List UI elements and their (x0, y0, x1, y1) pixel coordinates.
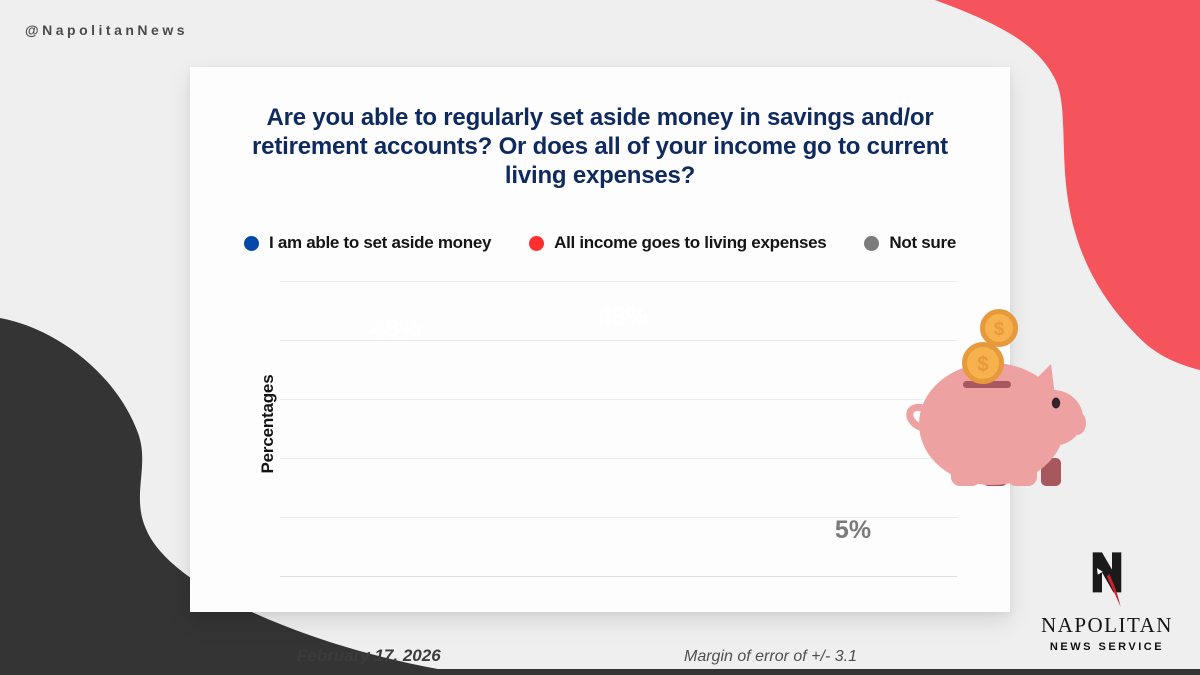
chart-legend: I am able to set aside money All income … (190, 233, 1010, 253)
legend-dot-gray-icon (864, 235, 880, 251)
bar-not-sure: 5% (751, 516, 955, 577)
napolitan-logo: NAPOLITAN NEWS SERVICE (1032, 551, 1182, 653)
logo-tagline: NEWS SERVICE (1049, 641, 1165, 653)
dollar-coin-icon: $ (980, 309, 1018, 347)
pig-head (1023, 390, 1083, 446)
bar-chart-plot-area: 46% 48% 5% (280, 281, 957, 577)
legend-item-not-sure: Not sure (864, 233, 956, 253)
logo-name: NAPOLITAN (1041, 613, 1173, 637)
pig-snout (1068, 411, 1086, 435)
y-axis-label: Percentages (258, 374, 277, 474)
legend-item-set-aside: I am able to set aside money (244, 233, 491, 253)
bar-set-aside-money: 46% (293, 305, 500, 577)
bar-living-expenses: 48% (521, 293, 725, 577)
coin-slot (963, 381, 1011, 388)
legend-dot-red-icon (529, 235, 545, 251)
piggy-bank-icon: $ $ (906, 309, 1086, 486)
legend-label: I am able to set aside money (269, 233, 492, 252)
red-blob-shape (935, 0, 1200, 370)
dark-bottom-strip (0, 669, 1200, 675)
napolitan-n-eagle-icon (1092, 552, 1122, 607)
bar-value-label: 5% (834, 516, 872, 544)
chart-card: Are you able to regularly set aside mone… (190, 67, 1010, 612)
publish-date: February 17, 2026 (297, 646, 441, 665)
legend-dot-blue-icon (244, 235, 259, 251)
pig-body (919, 363, 1065, 485)
margin-of-error: Margin of error of +/- 3.1 (684, 648, 857, 665)
bar-value-label: 48% (597, 303, 649, 331)
legend-label: All income goes to living expenses (554, 233, 827, 252)
chart-title: Are you able to regularly set aside mone… (252, 104, 948, 189)
svg-text:$: $ (977, 353, 989, 376)
legend-item-living-expenses: All income goes to living expenses (529, 233, 827, 253)
bar-value-label: 46% (371, 315, 422, 343)
svg-text:$: $ (994, 319, 1005, 340)
dark-blob-shape (0, 318, 475, 675)
dollar-coin-icon: $ (962, 342, 1004, 384)
pig-ear (1028, 364, 1055, 396)
social-handle: @NapolitanNews (25, 22, 189, 38)
x-axis-line (280, 576, 957, 577)
pig-eye (1051, 397, 1061, 409)
legend-label: Not sure (889, 233, 956, 252)
